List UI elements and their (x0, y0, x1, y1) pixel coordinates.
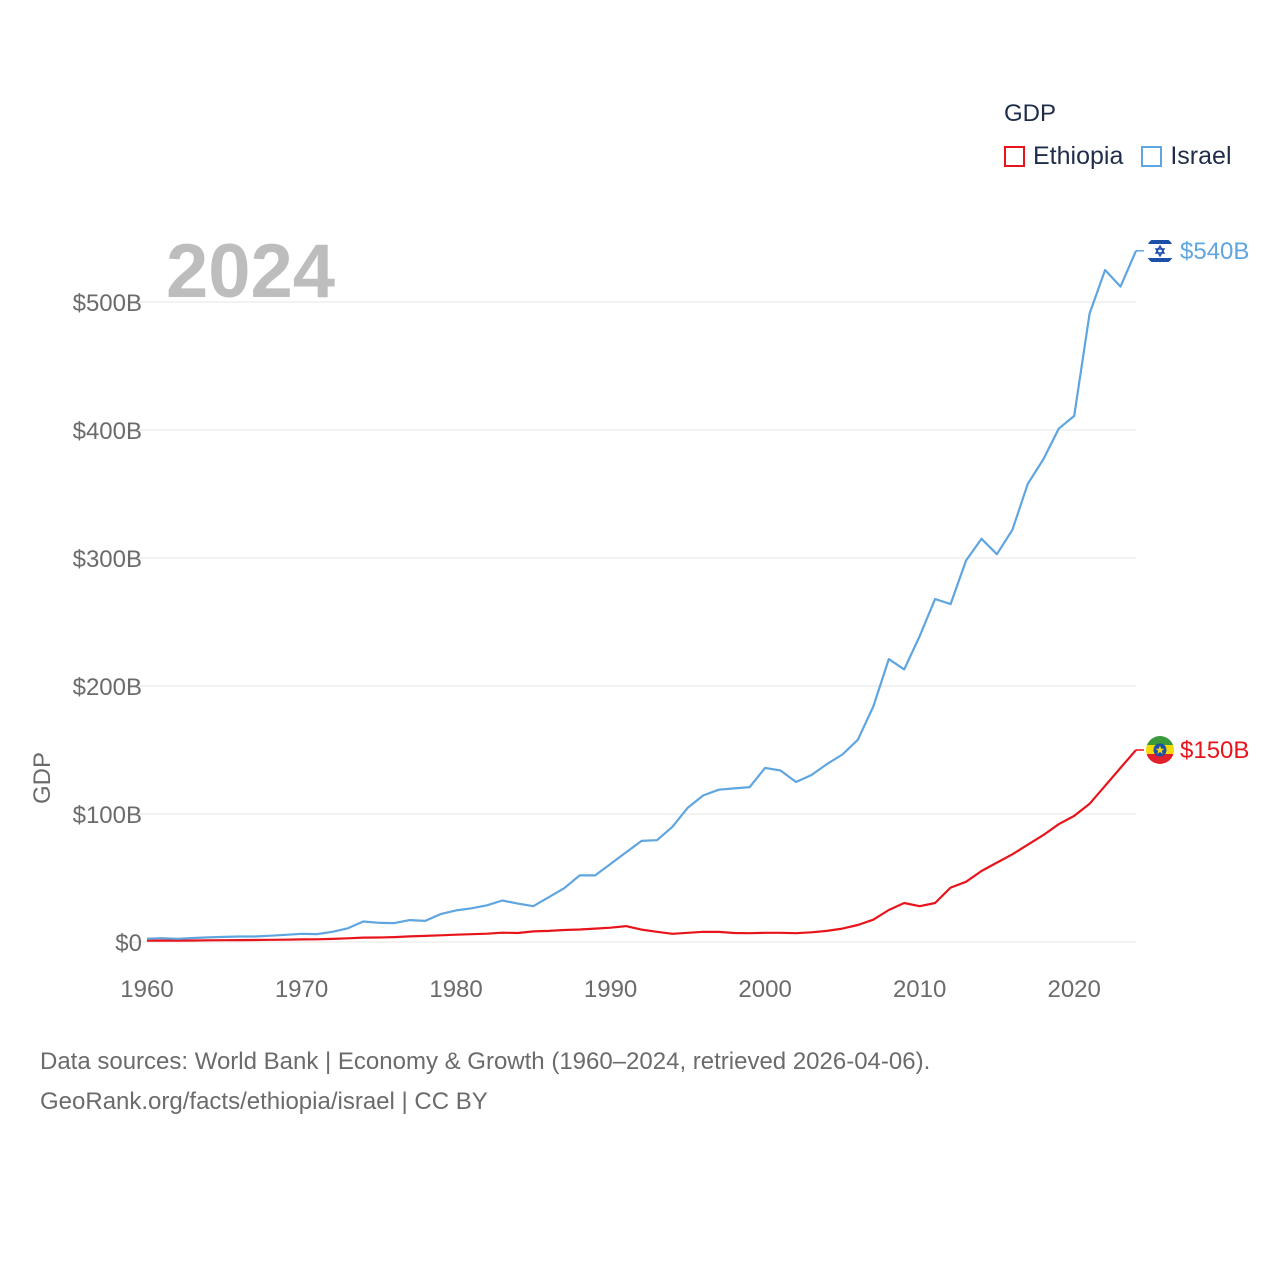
current-year-label: 2024 (166, 229, 336, 314)
legend-label-ethiopia: Ethiopia (1033, 142, 1124, 170)
y-tick-label: $500B (73, 290, 142, 317)
gridlines (128, 301, 1136, 943)
y-axis-ticks: $0 $100B $200B $300B $400B $500B (73, 290, 142, 957)
legend-swatch-ethiopia (1004, 146, 1025, 167)
x-tick-label: 2010 (893, 976, 946, 1003)
x-tick-label: 1980 (429, 976, 482, 1003)
legend-title: GDP (1004, 100, 1057, 127)
end-label-israel: $540B (1180, 238, 1249, 265)
source-line-2[interactable]: GeoRank.org/facts/ethiopia/israel | CC B… (40, 1088, 488, 1115)
legend: Ethiopia Israel (1004, 142, 1250, 171)
source-note: Data sources: World Bank | Economy & Gro… (40, 1042, 930, 1122)
y-tick-label: $0 (115, 930, 142, 957)
legend-swatch-israel (1141, 146, 1163, 167)
y-tick-label: $400B (73, 418, 142, 445)
legend-label-israel: Israel (1170, 142, 1232, 170)
source-line-1: Data sources: World Bank | Economy & Gro… (40, 1048, 931, 1075)
legend-item-israel[interactable]: Israel (1141, 142, 1232, 171)
x-tick-label: 2020 (1047, 976, 1100, 1003)
x-axis-ticks: 1960 1970 1980 1990 2000 2010 2020 (120, 976, 1101, 1003)
legend-item-ethiopia[interactable]: Ethiopia (1004, 142, 1123, 171)
y-tick-label: $300B (73, 546, 142, 573)
x-tick-label: 1960 (120, 976, 173, 1003)
series-lines (146, 250, 1138, 942)
series-line-ethiopia[interactable] (146, 749, 1137, 942)
y-axis-label: GDP (29, 752, 56, 804)
y-tick-label: $100B (73, 802, 142, 829)
x-tick-label: 1990 (584, 976, 637, 1003)
series-line-israel[interactable] (146, 250, 1138, 940)
end-labels: $150B $540B (1136, 238, 1249, 764)
israel-flag-icon (1146, 236, 1174, 265)
y-tick-label: $200B (73, 674, 142, 701)
ethiopia-flag-icon (1146, 736, 1174, 764)
x-tick-label: 1970 (275, 976, 328, 1003)
end-label-ethiopia: $150B (1180, 737, 1249, 764)
x-tick-label: 2000 (738, 976, 791, 1003)
